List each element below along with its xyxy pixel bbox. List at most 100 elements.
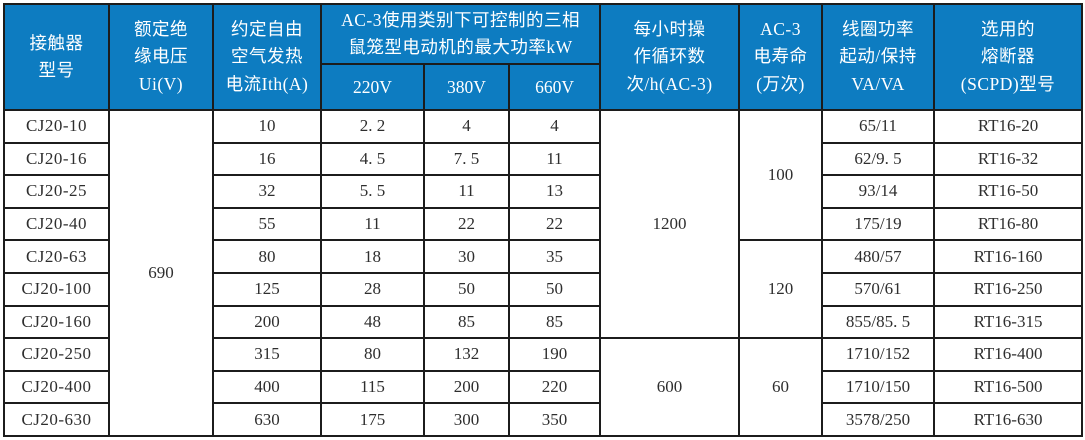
cell-power-380v: 50 — [423, 271, 510, 307]
cell-thermal-current: 10 — [212, 109, 322, 144]
table-row: CJ20-100 125 28 50 50 570/61 RT16-250 — [3, 271, 1084, 307]
cell-thermal-current: 400 — [212, 369, 322, 405]
cell-power-660v: 350 — [507, 402, 602, 437]
cell-power-660v: 11 — [507, 141, 602, 177]
header-contactor-model: 接触器 型号 — [3, 3, 110, 111]
cell-thermal-current: 200 — [212, 304, 322, 340]
cell-fuse-type: RT16-80 — [933, 206, 1084, 242]
cell-model: CJ20-16 — [3, 141, 110, 177]
cell-power-380v: 85 — [423, 304, 510, 340]
cell-coil-power: 1710/150 — [821, 369, 936, 405]
cell-fuse-type: RT16-500 — [933, 369, 1084, 405]
header-row-top: 接触器 型号 额定绝 缘电压 Ui(V) 约定自由 空气发热 电流Ith(A) … — [3, 3, 1084, 111]
cell-coil-power: 480/57 — [821, 239, 936, 274]
cell-power-220v: 18 — [320, 239, 425, 274]
cell-fuse-type: RT16-20 — [933, 109, 1084, 144]
cell-thermal-current: 32 — [212, 174, 322, 209]
header-insulation-voltage: 额定绝 缘电压 Ui(V) — [108, 3, 214, 111]
cell-model: CJ20-400 — [3, 369, 110, 405]
header-row-voltages: 220V 380V 660V — [4, 63, 1082, 111]
table-row: CJ20-40 55 11 22 22 175/19 RT16-80 — [3, 206, 1084, 242]
cell-model: CJ20-250 — [3, 337, 110, 372]
cell-thermal-current: 125 — [212, 271, 322, 307]
table-row: CJ20-250 315 80 132 190 600 60 1710/152 … — [3, 337, 1084, 437]
cell-thermal-current: 315 — [212, 337, 322, 372]
table-row: CJ20-630 630 175 300 350 3578/250 RT16-6… — [3, 402, 1084, 437]
cell-insulation-voltage-merged: 690 — [108, 109, 214, 437]
header-thermal-current: 约定自由 空气发热 电流Ith(A) — [212, 3, 322, 111]
cell-power-660v: 50 — [507, 271, 602, 307]
cell-power-380v: 7. 5 — [423, 141, 510, 177]
cell-life-merged: 120 — [738, 239, 824, 340]
table-row: CJ20-63 80 18 30 35 120 480/57 RT16-160 — [3, 239, 1084, 340]
cell-power-660v: 190 — [507, 337, 602, 372]
cell-fuse-type: RT16-250 — [933, 271, 1084, 307]
cell-power-380v: 300 — [423, 402, 510, 437]
cell-model: CJ20-25 — [3, 174, 110, 209]
cell-model: CJ20-63 — [3, 239, 110, 274]
cell-model: CJ20-10 — [3, 109, 110, 144]
cell-fuse-type: RT16-400 — [933, 337, 1084, 372]
table-body: CJ20-10 690 10 2. 2 4 4 1200 100 65/11 R… — [3, 108, 1084, 437]
header-fuse-type: 选用的 熔断器 (SCPD)型号 — [933, 3, 1084, 111]
cell-thermal-current: 16 — [212, 141, 322, 177]
cell-fuse-type: RT16-50 — [933, 174, 1084, 209]
cell-life-merged: 100 — [738, 108, 824, 242]
table-row: CJ20-25 32 5. 5 11 13 93/14 RT16-50 — [3, 174, 1084, 209]
header-ac3-power-group: AC-3使用类别下可控制的三相 鼠笼型电动机的最大功率kW — [319, 3, 602, 65]
cell-model: CJ20-160 — [3, 304, 110, 340]
cell-model: CJ20-100 — [3, 271, 110, 307]
table-row: CJ20-10 690 10 2. 2 4 4 1200 100 65/11 R… — [3, 108, 1084, 437]
cell-coil-power: 175/19 — [821, 206, 936, 242]
cell-power-220v: 28 — [320, 271, 425, 307]
cell-coil-power: 3578/250 — [821, 402, 936, 437]
cell-power-660v: 13 — [507, 174, 602, 209]
cell-power-220v: 115 — [320, 369, 425, 405]
cell-power-220v: 2. 2 — [320, 109, 425, 144]
cell-fuse-type: RT16-630 — [933, 402, 1084, 437]
cell-model: CJ20-630 — [3, 402, 110, 437]
cell-cycles-merged: 1200 — [599, 108, 741, 340]
cell-power-380v: 30 — [423, 239, 510, 274]
cell-power-660v: 220 — [507, 369, 602, 405]
header-220v: 220V — [320, 63, 425, 111]
cell-coil-power: 65/11 — [821, 109, 936, 144]
cell-power-380v: 200 — [423, 369, 510, 405]
cell-model: CJ20-40 — [3, 206, 110, 242]
contactor-spec-table: 接触器 型号 额定绝 缘电压 Ui(V) 约定自由 空气发热 电流Ith(A) … — [3, 3, 1084, 437]
table-row: CJ20-160 200 48 85 85 855/85. 5 RT16-315 — [3, 304, 1084, 340]
cell-cycles-merged: 600 — [599, 337, 741, 437]
cell-power-380v: 132 — [423, 337, 510, 372]
cell-coil-power: 855/85. 5 — [821, 304, 936, 340]
header-electrical-life: AC-3 电寿命 (万次) — [738, 3, 824, 111]
cell-thermal-current: 630 — [212, 402, 322, 437]
cell-power-660v: 4 — [507, 109, 602, 144]
cell-coil-power: 570/61 — [821, 271, 936, 307]
cell-fuse-type: RT16-32 — [933, 141, 1084, 177]
cell-power-220v: 175 — [320, 402, 425, 437]
table-row: CJ20-16 16 4. 5 7. 5 11 62/9. 5 RT16-32 — [3, 141, 1084, 177]
cell-power-220v: 4. 5 — [320, 141, 425, 177]
cell-thermal-current: 55 — [212, 206, 322, 242]
cell-fuse-type: RT16-160 — [933, 239, 1084, 274]
header-operating-cycles: 每小时操 作循环数 次/h(AC-3) — [599, 3, 741, 111]
cell-coil-power: 62/9. 5 — [821, 141, 936, 177]
cell-power-380v: 11 — [423, 174, 510, 209]
cell-power-660v: 22 — [507, 206, 602, 242]
cell-fuse-type: RT16-315 — [933, 304, 1084, 340]
header-660v: 660V — [507, 63, 602, 111]
header-380v: 380V — [423, 63, 510, 111]
cell-power-660v: 35 — [507, 239, 602, 274]
cell-power-220v: 48 — [320, 304, 425, 340]
table-header: 接触器 型号 额定绝 缘电压 Ui(V) 约定自由 空气发热 电流Ith(A) … — [3, 3, 1084, 111]
cell-power-220v: 11 — [320, 206, 425, 242]
cell-coil-power: 93/14 — [821, 174, 936, 209]
cell-power-380v: 4 — [423, 109, 510, 144]
cell-power-380v: 22 — [423, 206, 510, 242]
table-row: CJ20-400 400 115 200 220 1710/150 RT16-5… — [3, 369, 1084, 405]
cell-coil-power: 1710/152 — [821, 337, 936, 372]
cell-life-merged: 60 — [738, 337, 824, 437]
header-coil-power: 线圈功率 起动/保持 VA/VA — [821, 3, 936, 111]
cell-power-220v: 80 — [320, 337, 425, 372]
